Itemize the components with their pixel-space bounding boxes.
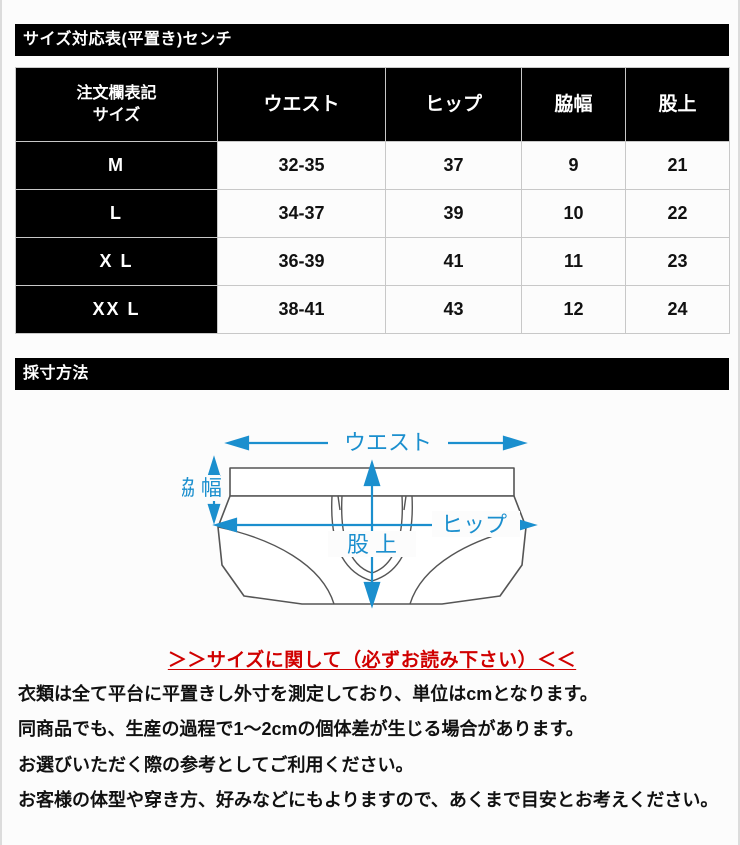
cell-hip: 39 [385,189,522,238]
column-header-waist: ウエスト [217,67,386,142]
cell-size: M [15,141,218,190]
side-width-arrow-head-bottom [207,503,221,525]
rise-arrow-head-top [363,459,381,487]
table-row: XX L 38-41 43 12 24 [15,285,730,334]
cell-size: X L [15,237,218,286]
cell-side-width: 9 [521,141,626,190]
side-width-arrow-head-top [207,455,221,477]
cell-rise: 24 [625,285,730,334]
table-header-row: 注文欄表記 サイズ ウエスト ヒップ 脇幅 股上 [15,67,730,142]
column-header-size: 注文欄表記 サイズ [15,67,218,142]
column-header-hip: ヒップ [385,67,522,142]
crotch-seam-right [403,495,407,511]
cell-hip: 43 [385,285,522,334]
size-table-body: M 32-35 37 9 21 L 34-37 39 10 22 X L 36-… [15,141,730,334]
hip-arrow-head-left [212,517,238,533]
cell-rise: 23 [625,237,730,286]
rise-measure-arrow [363,459,381,609]
measure-method-heading-text: 採寸方法 [23,365,90,382]
cell-rise: 21 [625,141,730,190]
waist-arrow-head-right [502,435,528,451]
column-header-rise: 股上 [625,67,730,142]
cell-waist: 34-37 [217,189,386,238]
size-notice-body: 衣類は全て平台に平置きし外寸を測定しており、単位はcmとなります。 同商品でも、… [18,682,730,823]
notice-line: お選びいただく際の参考としてご利用ください。 [18,754,414,775]
cell-size: L [15,189,218,238]
waist-label: ウエスト [344,430,432,455]
size-chart-section-heading: サイズ対応表(平置き)センチ [15,24,729,56]
column-header-size-line1: 注文欄表記 [76,84,157,102]
measurement-diagram: ウエスト 脇 幅 ヒップ 股 上 [182,430,538,609]
size-table-header: 注文欄表記 サイズ ウエスト ヒップ 脇幅 股上 [15,67,730,142]
hip-label-backdrop [432,511,520,537]
rise-label: 股 上 [347,532,397,557]
size-table: 注文欄表記 サイズ ウエスト ヒップ 脇幅 股上 M 32-35 37 9 21… [15,67,730,334]
cell-waist: 32-35 [217,141,386,190]
cell-waist: 38-41 [217,285,386,334]
waist-arrow-head-left [224,435,250,451]
cell-side-width: 12 [521,285,626,334]
cell-size: XX L [15,285,218,334]
waist-label-backdrop [328,431,448,455]
notice-line: お客様の体型や穿き方、好みなどにもよりますので、あくまで目安とお考えください。 [18,789,719,810]
size-notice-link[interactable]: ＞＞サイズに関して（必ずお読み下さい）＜＜ [167,650,577,671]
rise-label-backdrop [328,531,416,557]
measure-method-section-heading: 採寸方法 [15,358,729,390]
table-row: X L 36-39 41 11 23 [15,237,730,286]
side-width-label-backdrop [182,475,220,501]
cell-hip: 41 [385,237,522,286]
size-chart-heading-text: サイズ対応表(平置き)センチ [23,31,233,48]
hip-label: ヒップ [441,512,507,537]
cell-side-width: 10 [521,189,626,238]
notice-line: 衣類は全て平台に平置きし外寸を測定しており、単位はcmとなります。 [18,684,598,704]
table-row: L 34-37 39 10 22 [15,189,730,238]
rise-arrow-head-bottom [363,581,381,609]
cell-side-width: 11 [521,237,626,286]
cell-waist: 36-39 [217,237,386,286]
side-width-label: 脇 幅 [182,477,222,500]
notice-line: 同商品でも、生産の過程で1〜2cmの個体差が生じる場合があります。 [18,719,584,740]
table-row: M 32-35 37 9 21 [15,141,730,190]
crotch-seam-left [337,495,341,511]
cell-hip: 37 [385,141,522,190]
column-header-side-width: 脇幅 [521,67,626,142]
column-header-size-line2: サイズ [92,106,141,124]
cell-rise: 22 [625,189,730,238]
